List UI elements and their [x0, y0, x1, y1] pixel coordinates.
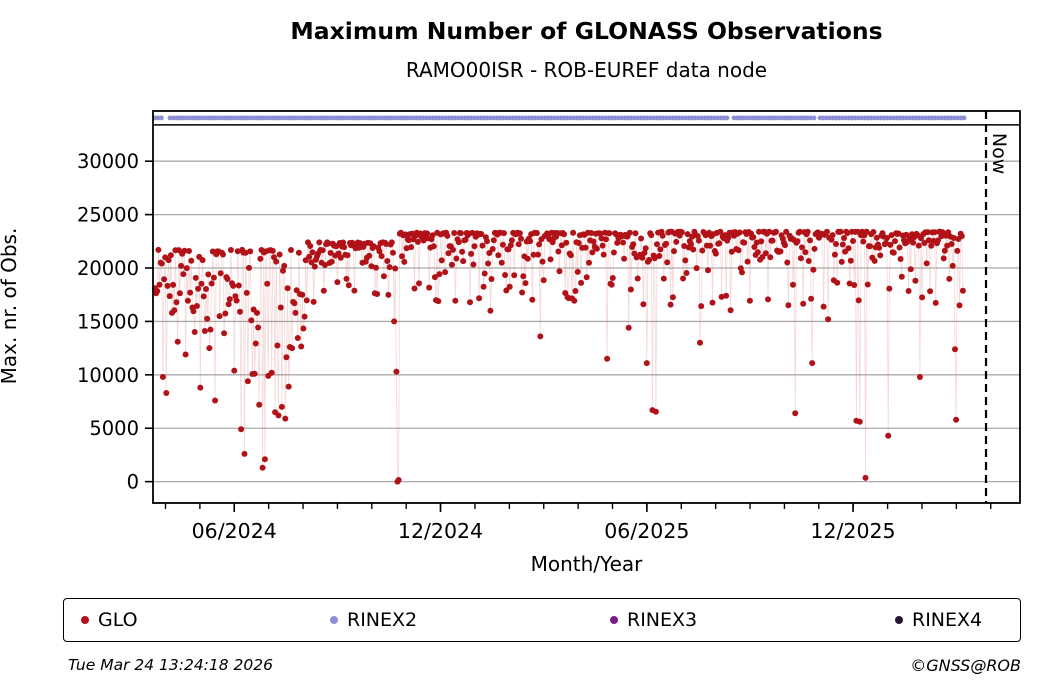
rinex2-marker-icon: [330, 616, 338, 624]
x-tick-label: 06/2025: [604, 519, 689, 543]
credit-text: ©GNSS@ROB: [910, 656, 1021, 675]
legend-item-rinex3: RINEX3: [610, 599, 697, 641]
chart-subtitle: RAMO00ISR - ROB-EUREF data node: [405, 58, 768, 82]
x-tick-label: 12/2025: [810, 519, 895, 543]
plot-timestamp: Tue Mar 24 13:24:18 2026: [68, 656, 274, 674]
rinex4-marker-icon: [895, 616, 903, 624]
y-tick-label: 10000: [77, 364, 139, 387]
legend-label-rinex3: RINEX3: [627, 609, 698, 631]
y-tick-label: 0: [127, 471, 139, 494]
legend-label-glo: GLO: [98, 609, 138, 631]
y-tick-label: 30000: [77, 150, 139, 173]
legend-label-rinex2: RINEX2: [347, 609, 418, 631]
y-tick-label: 15000: [77, 310, 139, 333]
legend-item-rinex2: RINEX2: [330, 599, 417, 641]
x-tick-label: 12/2024: [398, 519, 483, 543]
x-tick-label: 06/2024: [192, 519, 277, 543]
glo-scatter-points: [152, 228, 966, 485]
y-tick-label: 20000: [77, 257, 139, 280]
legend: GLO RINEX2 RINEX3 RINEX4: [63, 598, 1021, 642]
y-tick-label: 5000: [89, 417, 139, 440]
rinex3-marker-icon: [610, 616, 618, 624]
glo-connector-line: [154, 230, 964, 483]
plot-frame: [152, 110, 1021, 504]
legend-item-rinex4: RINEX4: [895, 599, 982, 641]
y-tick-label: 25000: [77, 204, 139, 227]
glo-marker-icon: [81, 616, 89, 624]
legend-label-rinex4: RINEX4: [912, 609, 983, 631]
legend-item-glo: GLO: [81, 599, 138, 641]
now-line-label: Now: [988, 133, 1010, 174]
x-axis-label: Month/Year: [530, 552, 643, 576]
chart-title: Maximum Number of GLONASS Observations: [290, 17, 883, 45]
